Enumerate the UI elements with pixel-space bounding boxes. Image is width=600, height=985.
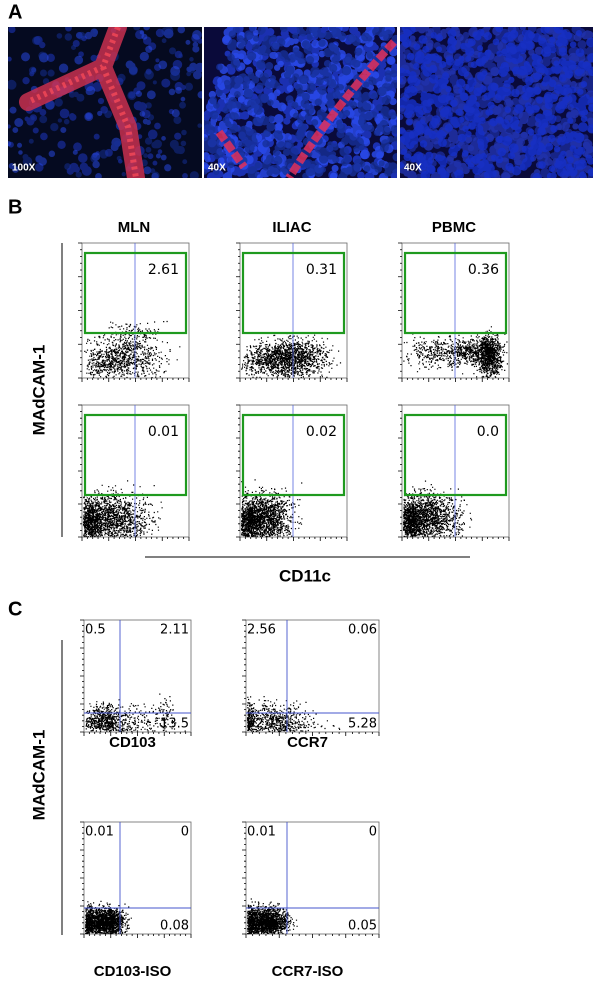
quadrant-value: 2.56	[247, 623, 276, 638]
nuclei	[204, 27, 397, 178]
dots	[403, 326, 508, 379]
x-axis-label: CCR7-ISO	[272, 963, 344, 980]
panel-label: C	[8, 598, 22, 620]
magnification: 100X	[12, 163, 36, 174]
magnification: 40X	[404, 163, 422, 174]
x-axis-label: CD103-ISO	[94, 963, 172, 980]
quadrant-value: 2.11	[160, 623, 189, 638]
vessel-core	[26, 27, 139, 178]
quadrant-value: 0	[369, 825, 377, 840]
gate-value: 0.31	[306, 262, 337, 278]
quadrant-value: 0.08	[160, 919, 189, 934]
nuclei	[400, 27, 593, 178]
quadrant-value: 13.5	[160, 717, 189, 732]
axis-ticks	[242, 821, 380, 938]
y-axis-label: MAdCAM-1	[29, 730, 48, 821]
micrograph: 40X	[204, 27, 397, 178]
gate	[83, 251, 188, 335]
column-header: MLN	[118, 219, 151, 236]
axis-ticks	[78, 404, 190, 541]
axis-ticks	[80, 619, 192, 736]
quadrant-value: 0.05	[348, 919, 377, 934]
magnification: 40X	[208, 163, 226, 174]
x-axis-label: CD11c	[279, 566, 331, 585]
dots	[83, 480, 163, 538]
gate	[83, 413, 188, 497]
column-header: ILIAC	[272, 219, 311, 236]
x-axis-label: CD103	[109, 734, 156, 751]
gate-value: 0.0	[477, 424, 499, 440]
axis-ticks	[398, 404, 510, 541]
axis-ticks	[236, 242, 348, 382]
gate	[403, 251, 508, 335]
dots	[247, 696, 341, 733]
dots	[85, 693, 186, 733]
quadrant-value: 0.01	[247, 825, 276, 840]
panel-label: A	[8, 1, 22, 23]
x-axis-label: CCR7	[287, 734, 328, 751]
gate-value: 0.01	[148, 424, 179, 440]
quadrant-value: 0.5	[85, 623, 106, 638]
quadrant-value: 99.8	[247, 919, 276, 934]
gate-value: 0.36	[468, 262, 499, 278]
axis-ticks	[80, 821, 192, 938]
vessel	[215, 39, 397, 178]
micrograph: 100X	[8, 27, 202, 178]
micrograph: 40X	[400, 27, 593, 178]
nuclei	[400, 27, 593, 178]
gate	[403, 413, 508, 497]
quadrant-value: 0.06	[348, 623, 377, 638]
quadrant-value: 5.28	[348, 717, 377, 732]
dots	[84, 320, 181, 379]
axis-ticks	[236, 404, 348, 541]
dots	[403, 480, 473, 538]
quadrant-value: 0	[181, 825, 189, 840]
gate-value: 2.61	[148, 262, 179, 278]
axis-ticks	[242, 619, 380, 736]
column-header: PBMC	[432, 219, 476, 236]
nuclei	[204, 27, 397, 178]
dots	[247, 898, 298, 935]
quadrant-value: 0.01	[85, 825, 114, 840]
axis-ticks	[398, 242, 510, 382]
gate	[241, 413, 346, 497]
dots	[241, 332, 342, 379]
quadrant-value: 92.1	[247, 717, 276, 732]
quadrant-value: 83.9	[85, 717, 114, 732]
nuclei	[8, 27, 202, 178]
y-axis-label: MAdCAM-1	[29, 345, 48, 436]
panel-label: B	[8, 196, 22, 218]
dots	[241, 479, 303, 538]
axis-ticks	[78, 242, 190, 382]
gate-value: 0.02	[306, 424, 337, 440]
gate	[241, 251, 346, 335]
quadrant-value: 99.9	[85, 919, 114, 934]
